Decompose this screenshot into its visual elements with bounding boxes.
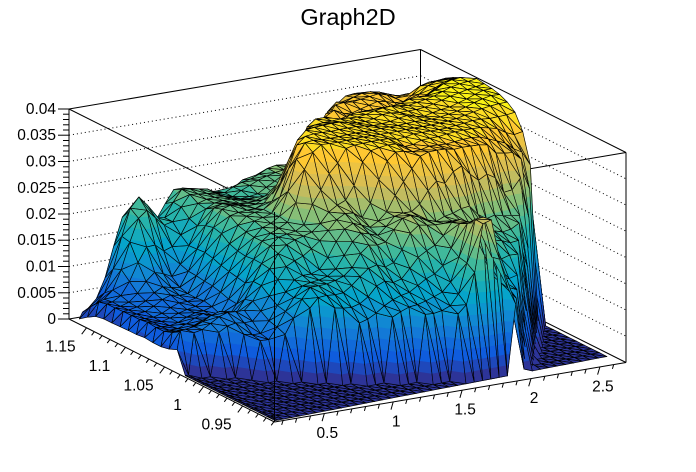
svg-text:0.04: 0.04 bbox=[26, 101, 57, 118]
svg-text:2: 2 bbox=[530, 390, 539, 407]
svg-text:1.5: 1.5 bbox=[454, 402, 476, 419]
svg-text:0.015: 0.015 bbox=[17, 232, 56, 249]
svg-text:0.5: 0.5 bbox=[317, 425, 339, 442]
svg-text:1.05: 1.05 bbox=[124, 377, 154, 394]
svg-text:0.005: 0.005 bbox=[17, 285, 56, 302]
svg-text:0.035: 0.035 bbox=[17, 127, 56, 144]
svg-text:0.01: 0.01 bbox=[26, 259, 56, 276]
svg-text:1: 1 bbox=[173, 397, 182, 414]
svg-text:2.5: 2.5 bbox=[592, 378, 614, 395]
svg-text:Graph2D: Graph2D bbox=[300, 4, 395, 30]
svg-text:0.03: 0.03 bbox=[26, 154, 56, 171]
svg-text:1: 1 bbox=[392, 413, 401, 430]
svg-text:1.1: 1.1 bbox=[89, 358, 111, 375]
svg-text:0.95: 0.95 bbox=[202, 417, 232, 434]
svg-text:0: 0 bbox=[47, 311, 56, 328]
svg-text:0.02: 0.02 bbox=[26, 206, 56, 223]
svg-text:1.15: 1.15 bbox=[45, 338, 75, 355]
svg-text:0.025: 0.025 bbox=[17, 180, 56, 197]
